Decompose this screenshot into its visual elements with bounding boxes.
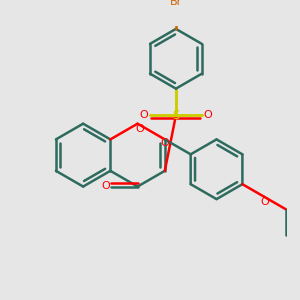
Text: O: O	[102, 181, 110, 191]
Text: O: O	[160, 138, 169, 148]
Text: Br: Br	[170, 0, 182, 7]
Text: O: O	[260, 197, 269, 207]
Text: S: S	[172, 109, 180, 122]
Text: O: O	[203, 110, 212, 120]
Text: O: O	[140, 110, 148, 120]
Text: O: O	[135, 124, 144, 134]
